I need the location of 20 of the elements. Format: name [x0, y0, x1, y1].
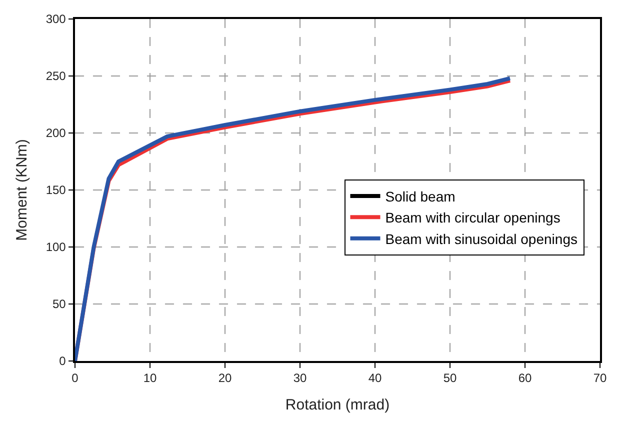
- x-tick-label: 50: [443, 371, 457, 386]
- y-tick-label: 200: [46, 126, 66, 140]
- y-tick-label: 50: [52, 297, 66, 312]
- x-axis-title: Rotation (mrad): [285, 396, 390, 414]
- y-tick-label: 150: [46, 183, 66, 198]
- y-tick-label: 100: [46, 240, 66, 254]
- x-tick-label: 40: [368, 371, 382, 386]
- legend-label: Beam with circular openings: [385, 210, 560, 226]
- x-tick-label: 30: [293, 371, 307, 386]
- legend-label: Solid beam: [385, 188, 456, 204]
- y-tick-label: 250: [46, 69, 66, 84]
- x-tick-label: 60: [518, 371, 532, 386]
- x-tick-label: 70: [593, 371, 607, 386]
- x-tick-label: 20: [218, 371, 232, 386]
- y-tick-label: 300: [46, 12, 66, 26]
- y-axis-title: Moment (KNm): [14, 139, 31, 241]
- x-tick-label: 0: [72, 371, 79, 386]
- x-tick-label: 10: [143, 371, 157, 386]
- y-tick-label: 0: [59, 354, 66, 368]
- legend-label: Beam with sinusoidal openings: [385, 230, 578, 247]
